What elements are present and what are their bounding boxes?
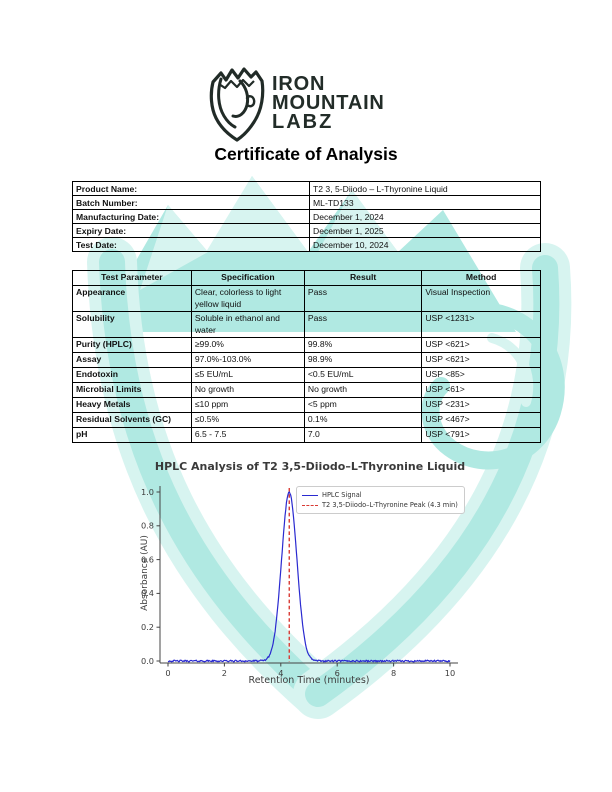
svg-text:0.2: 0.2 bbox=[141, 622, 154, 632]
spec-cell: 6.5 - 7.5 bbox=[190, 427, 305, 443]
param-cell: Solubility bbox=[72, 311, 192, 338]
method-cell: USP <1231> bbox=[421, 311, 541, 338]
svg-text:0.0: 0.0 bbox=[141, 656, 154, 666]
result-cell: Pass bbox=[303, 311, 423, 338]
info-row: Product Name: T2 3, 5-Diiodo – L-Thyroni… bbox=[72, 181, 541, 196]
spec-cell: ≤5 EU/mL bbox=[190, 367, 305, 383]
info-row: Batch Number: ML-TD133 bbox=[72, 195, 541, 210]
test-row: Appearance Clear, colorless to light yel… bbox=[72, 285, 541, 312]
spec-cell: ≤0.5% bbox=[190, 412, 305, 428]
info-label: Expiry Date: bbox=[72, 223, 310, 238]
spec-cell: 97.0%-103.0% bbox=[190, 352, 305, 368]
method-cell: USP <791> bbox=[421, 427, 541, 443]
brand-line-mountain: MOUNTAIN bbox=[272, 92, 385, 114]
spec-cell: Soluble in ethanol and water bbox=[190, 311, 305, 338]
param-cell: Residual Solvents (GC) bbox=[72, 412, 192, 428]
method-cell: USP <231> bbox=[421, 397, 541, 413]
chart-x-axis-label: Retention Time (minutes) bbox=[248, 675, 370, 686]
info-value: ML-TD133 bbox=[309, 195, 541, 210]
spec-cell: Clear, colorless to light yellow liquid bbox=[190, 285, 305, 312]
method-cell: USP <85> bbox=[421, 367, 541, 383]
test-results-table: Test Parameter Specification Result Meth… bbox=[72, 270, 541, 443]
svg-text:0: 0 bbox=[165, 668, 170, 678]
col-header-result: Result bbox=[303, 270, 423, 286]
chart-title: HPLC Analysis of T2 3,5-Diiodo–L-Thyroni… bbox=[154, 460, 466, 473]
svg-text:0.8: 0.8 bbox=[141, 521, 154, 531]
result-cell: <0.5 EU/mL bbox=[303, 367, 423, 383]
param-cell: Heavy Metals bbox=[72, 397, 192, 413]
info-label: Manufacturing Date: bbox=[72, 209, 310, 224]
page-title: Certificate of Analysis bbox=[214, 144, 398, 164]
legend-item-peak: T2 3,5-Diiodo–L-Thyronine Peak (4.3 min) bbox=[302, 500, 458, 510]
mountain-shield-logo-icon bbox=[209, 67, 265, 142]
chart-legend: HPLC Signal T2 3,5-Diiodo–L-Thyronine Pe… bbox=[296, 486, 465, 514]
legend-label-peak: T2 3,5-Diiodo–L-Thyronine Peak (4.3 min) bbox=[322, 501, 458, 509]
info-value: December 1, 2025 bbox=[309, 223, 541, 238]
param-cell: Microbial Limits bbox=[72, 382, 192, 398]
svg-text:0.4: 0.4 bbox=[141, 588, 154, 598]
legend-item-signal: HPLC Signal bbox=[302, 490, 458, 500]
param-cell: Appearance bbox=[72, 285, 192, 312]
result-cell: 98.9% bbox=[303, 352, 423, 368]
hplc-chromatogram: 0 2 4 6 8 10 0.0 0.2 0.4 0.6 0.8 1.0 bbox=[141, 486, 458, 678]
svg-text:10: 10 bbox=[445, 668, 455, 678]
param-cell: Assay bbox=[72, 352, 192, 368]
result-cell: <5 ppm bbox=[303, 397, 423, 413]
svg-text:1.0: 1.0 bbox=[141, 487, 154, 497]
brand-line-labz: LABZ bbox=[272, 111, 334, 133]
info-value: T2 3, 5-Diiodo – L-Thyronine Liquid bbox=[309, 181, 541, 196]
info-label: Test Date: bbox=[72, 237, 310, 252]
test-row: Endotoxin ≤5 EU/mL <0.5 EU/mL USP <85> bbox=[72, 367, 541, 383]
result-cell: 0.1% bbox=[303, 412, 423, 428]
svg-text:4: 4 bbox=[278, 668, 283, 678]
signal-line-icon bbox=[302, 494, 318, 496]
param-cell: Endotoxin bbox=[72, 367, 192, 383]
peak-dashed-line-icon bbox=[302, 504, 318, 506]
method-cell: Visual Inspection bbox=[421, 285, 541, 312]
chart-y-axis-label: Absorbance (AU) bbox=[140, 535, 150, 611]
brand-line-iron: IRON bbox=[272, 73, 326, 95]
info-row: Expiry Date: December 1, 2025 bbox=[72, 223, 541, 238]
product-info-table: Product Name: T2 3, 5-Diiodo – L-Thyroni… bbox=[72, 181, 541, 252]
test-row: Heavy Metals ≤10 ppm <5 ppm USP <231> bbox=[72, 397, 541, 413]
test-row: pH 6.5 - 7.5 7.0 USP <791> bbox=[72, 427, 541, 443]
result-cell: 7.0 bbox=[303, 427, 423, 443]
test-header-row: Test Parameter Specification Result Meth… bbox=[72, 270, 541, 286]
param-cell: Purity (HPLC) bbox=[72, 337, 192, 353]
test-row: Residual Solvents (GC) ≤0.5% 0.1% USP <4… bbox=[72, 412, 541, 428]
test-row: Microbial Limits No growth No growth USP… bbox=[72, 382, 541, 398]
method-cell: USP <621> bbox=[421, 337, 541, 353]
result-cell: No growth bbox=[303, 382, 423, 398]
svg-text:6: 6 bbox=[335, 668, 340, 678]
test-row: Solubility Soluble in ethanol and water … bbox=[72, 311, 541, 338]
svg-text:8: 8 bbox=[391, 668, 396, 678]
info-row: Manufacturing Date: December 1, 2024 bbox=[72, 209, 541, 224]
info-label: Product Name: bbox=[72, 181, 310, 196]
result-cell: 99.8% bbox=[303, 337, 423, 353]
result-cell: Pass bbox=[303, 285, 423, 312]
test-row: Purity (HPLC) ≥99.0% 99.8% USP <621> bbox=[72, 337, 541, 353]
method-cell: USP <621> bbox=[421, 352, 541, 368]
svg-text:0.6: 0.6 bbox=[141, 554, 154, 564]
method-cell: USP <467> bbox=[421, 412, 541, 428]
test-row: Assay 97.0%-103.0% 98.9% USP <621> bbox=[72, 352, 541, 368]
legend-label-signal: HPLC Signal bbox=[322, 491, 362, 499]
spec-cell: ≤10 ppm bbox=[190, 397, 305, 413]
info-value: December 10, 2024 bbox=[309, 237, 541, 252]
spec-cell: ≥99.0% bbox=[190, 337, 305, 353]
info-row: Test Date: December 10, 2024 bbox=[72, 237, 541, 252]
col-header-parameter: Test Parameter bbox=[72, 270, 192, 286]
method-cell: USP <61> bbox=[421, 382, 541, 398]
brand-wordmark: IRON MOUNTAIN LABZ bbox=[272, 73, 385, 133]
param-cell: pH bbox=[72, 427, 192, 443]
col-header-method: Method bbox=[421, 270, 541, 286]
svg-text:2: 2 bbox=[222, 668, 227, 678]
spec-cell: No growth bbox=[190, 382, 305, 398]
col-header-specification: Specification bbox=[190, 270, 305, 286]
info-value: December 1, 2024 bbox=[309, 209, 541, 224]
info-label: Batch Number: bbox=[72, 195, 310, 210]
